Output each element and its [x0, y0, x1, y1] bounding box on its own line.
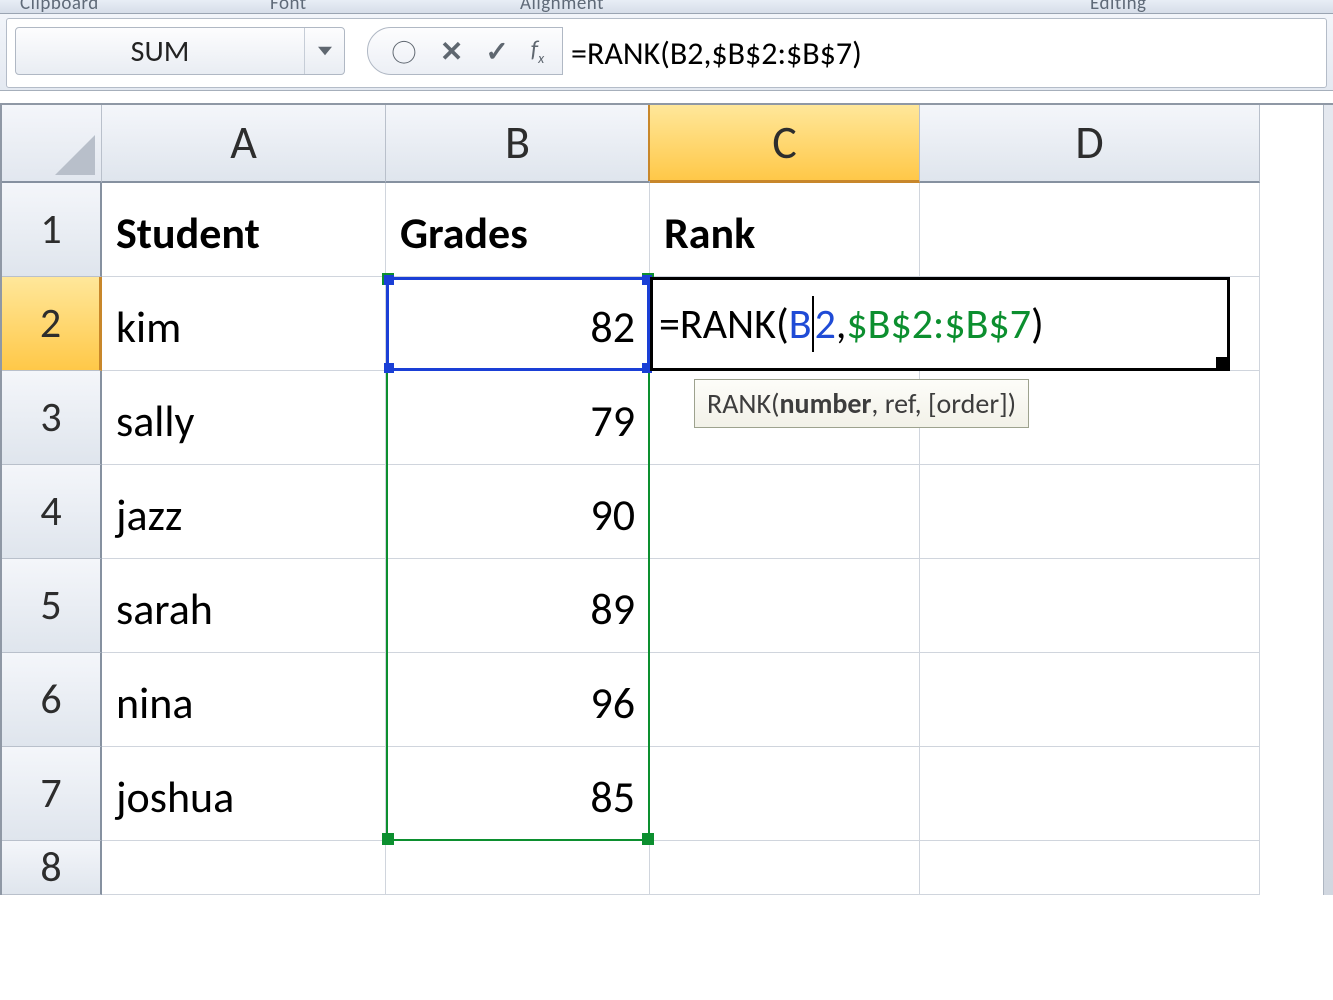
editing-cell-C2[interactable]: =RANK( B 2 , $B$2:$B$7 ) [650, 277, 1230, 371]
vertical-scrollbar[interactable] [1323, 105, 1333, 895]
row-header-5[interactable]: 5 [2, 559, 102, 653]
cell-A6[interactable]: nina [102, 653, 386, 747]
cell-C1[interactable]: Rank [650, 183, 920, 277]
row-header-1[interactable]: 1 [2, 183, 102, 277]
formula-input[interactable]: =RANK(B2,$B$2:$B$7) [565, 19, 1320, 87]
cell-D6[interactable] [920, 653, 1260, 747]
formula-controls: ⃝ ✕ ✓ fx [367, 27, 563, 75]
cell-B5[interactable]: 89 [386, 559, 650, 653]
row-header-7[interactable]: 7 [2, 747, 102, 841]
cancel-formula-button[interactable]: ✕ [440, 34, 463, 69]
text-caret [812, 296, 814, 352]
cell-C7[interactable] [650, 747, 920, 841]
cell-D1[interactable] [920, 183, 1260, 277]
select-all-corner[interactable] [2, 105, 102, 183]
cell-A3[interactable]: sally [102, 371, 386, 465]
column-headers: A B C D [2, 105, 1333, 183]
formula-circle-icon[interactable]: ⃝ [390, 34, 418, 69]
cell-A2[interactable]: kim [102, 277, 386, 371]
column-header-D[interactable]: D [920, 105, 1260, 183]
row-headers: 1 2 3 4 5 6 7 8 [2, 183, 102, 895]
insert-function-button[interactable]: fx [531, 35, 544, 67]
cell-B2[interactable]: 82 [386, 277, 650, 371]
row-header-8[interactable]: 8 [2, 841, 102, 895]
cell-C6[interactable] [650, 653, 920, 747]
cell-B1[interactable]: Grades [386, 183, 650, 277]
row-header-2[interactable]: 2 [2, 277, 102, 371]
cell-D4[interactable] [920, 465, 1260, 559]
cell-A7[interactable]: joshua [102, 747, 386, 841]
row-header-6[interactable]: 6 [2, 653, 102, 747]
formula-bar: SUM ⃝ ✕ ✓ fx =RANK(B2,$B$2:$B$7) [6, 18, 1327, 88]
ribbon-group-editing: Editing [1090, 0, 1147, 15]
name-box-dropdown[interactable] [304, 28, 344, 74]
column-header-C[interactable]: C [650, 105, 920, 183]
cell-B6[interactable]: 96 [386, 653, 650, 747]
enter-formula-button[interactable]: ✓ [485, 34, 508, 69]
column-header-B[interactable]: B [386, 105, 650, 183]
row-header-3[interactable]: 3 [2, 371, 102, 465]
ribbon-group-labels: Clipboard Font Alignment Editing [0, 0, 1333, 14]
cell-A4[interactable]: jazz [102, 465, 386, 559]
cell-A8[interactable] [102, 841, 386, 895]
cell-A5[interactable]: sarah [102, 559, 386, 653]
spreadsheet-grid: A B C D 1 2 3 4 5 6 7 8 Student Grades [0, 103, 1333, 895]
formula-text: =RANK(B2,$B$2:$B$7) [565, 34, 862, 73]
fill-handle[interactable] [1216, 357, 1230, 371]
formula-bar-strip: SUM ⃝ ✕ ✓ fx =RANK(B2,$B$2:$B$7) [0, 14, 1333, 91]
cell-C8[interactable] [650, 841, 920, 895]
cell-B7[interactable]: 85 [386, 747, 650, 841]
cell-C4[interactable] [650, 465, 920, 559]
cells-area[interactable]: Student Grades Rank kim 82 sally 79 [102, 183, 1333, 895]
cell-C5[interactable] [650, 559, 920, 653]
cell-D7[interactable] [920, 747, 1260, 841]
ribbon-group-clipboard: Clipboard [20, 0, 99, 15]
cell-B8[interactable] [386, 841, 650, 895]
column-header-A[interactable]: A [102, 105, 386, 183]
row-header-4[interactable]: 4 [2, 465, 102, 559]
name-box-value: SUM [16, 33, 304, 70]
function-tooltip: RANK(number, ref, [order]) [694, 379, 1029, 428]
cell-D5[interactable] [920, 559, 1260, 653]
name-box[interactable]: SUM [15, 27, 345, 75]
cell-D8[interactable] [920, 841, 1260, 895]
cell-B4[interactable]: 90 [386, 465, 650, 559]
cell-B3[interactable]: 79 [386, 371, 650, 465]
chevron-down-icon [318, 46, 332, 56]
ribbon-group-font: Font [270, 0, 307, 15]
cell-A1[interactable]: Student [102, 183, 386, 277]
ribbon-group-alignment: Alignment [520, 0, 604, 15]
